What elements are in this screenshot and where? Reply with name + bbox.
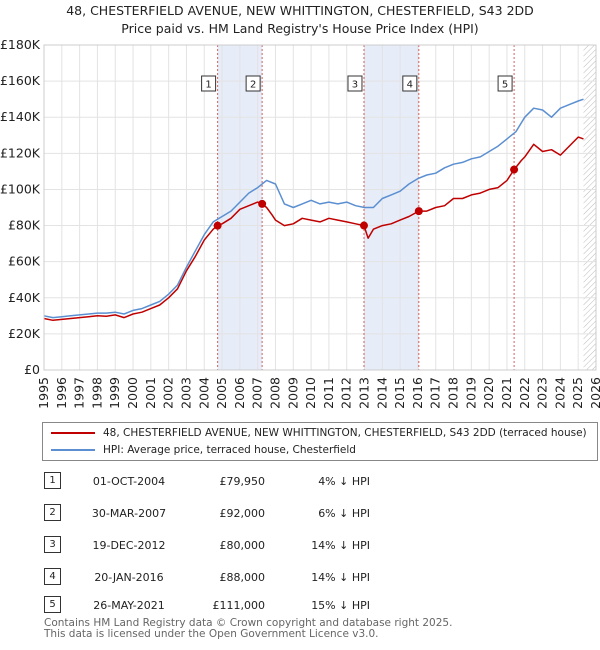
footer-copyright: Contains HM Land Registry data © Crown c… [44,617,453,629]
x-tick-label: 2001 [143,377,158,409]
x-tick-label: 1998 [89,377,104,409]
y-tick-label: £20K [8,326,41,341]
sale-price: £88,000 [219,571,266,584]
sale-marker-label: 3 [352,80,358,91]
sale-hpi-diff: 15% ↓ HPI [311,599,370,612]
sale-row: 5 26-MAY-2021 £111,000 15% ↓ HPI [0,594,600,620]
x-tick-label: 2016 [410,377,425,409]
sale-date: 20-JAN-2016 [94,571,164,584]
sale-date: 30-MAR-2007 [91,507,167,520]
sale-hpi-diff: 4% ↓ HPI [318,475,370,488]
sale-point [258,199,267,208]
sale-price: £92,000 [219,507,266,520]
x-tick-label: 2007 [250,377,265,409]
y-tick-label: £60K [8,254,41,269]
x-tick-label: 2019 [463,377,478,409]
legend-property-label: 48, CHESTERFIELD AVENUE, NEW WHITTINGTON… [103,427,587,439]
sale-marker-box [497,75,513,92]
sale-point [414,207,423,216]
x-tick-label: 2010 [303,377,318,409]
sale-marker-label: 5 [502,80,508,91]
x-tick-label: 2008 [267,377,282,409]
x-tick-label: 2017 [428,377,443,409]
sale-marker-box [245,75,261,92]
x-tick-label: 2022 [517,377,532,409]
y-tick-label: £120K [0,145,41,160]
sale-marker-label: 1 [205,80,211,91]
sale-hpi-diff: 14% ↓ HPI [311,571,370,584]
sale-marker-box [201,75,217,92]
sale-point [510,165,519,174]
x-tick-label: 2005 [214,377,229,409]
y-tick-label: £180K [0,37,41,52]
sale-point [359,221,368,230]
x-tick-label: 2026 [588,377,600,409]
x-tick-label: 2004 [196,377,211,409]
sale-number-badge: 1 [44,472,61,489]
y-tick-label: £0 [24,362,40,377]
x-tick-label: 1996 [54,377,69,409]
sale-price: £111,000 [212,599,266,612]
hpi-line [43,98,584,319]
x-tick-label: 2015 [392,377,407,409]
x-tick-label: 2006 [232,377,247,409]
plot-frame [43,44,597,371]
legend-item-property: 48, CHESTERFIELD AVENUE, NEW WHITTINGTON… [51,425,587,441]
forecast-hatch [583,45,596,370]
sale-marker-box [347,75,363,92]
sale-marker-label: 2 [250,80,256,91]
sale-price: £80,000 [219,539,266,552]
x-tick-label: 2014 [374,377,389,409]
sale-row: 3 19-DEC-2012 £80,000 14% ↓ HPI [0,534,600,560]
x-tick-label: 2023 [535,377,550,409]
y-tick-label: £100K [0,181,41,196]
x-tick-label: 2002 [161,377,176,409]
sale-date: 19-DEC-2012 [92,539,166,552]
sale-number-badge: 5 [44,596,61,613]
sale-row: 4 20-JAN-2016 £88,000 14% ↓ HPI [0,566,600,592]
sale-row: 1 01-OCT-2004 £79,950 4% ↓ HPI [0,470,600,496]
chart-subtitle: Price paid vs. HM Land Registry's House … [121,21,479,36]
sale-hpi-diff: 6% ↓ HPI [318,507,370,520]
x-tick-label: 2021 [499,377,514,409]
x-tick-label: 2025 [570,377,585,409]
x-tick-label: 2000 [125,377,140,409]
chart-title: 48, CHESTERFIELD AVENUE, NEW WHITTINGTON… [66,3,534,18]
x-tick-label: 1995 [36,377,51,409]
x-tick-label: 2011 [321,377,336,409]
legend-hpi-label: HPI: Average price, terraced house, Ches… [103,444,356,456]
price-chart: 1 2 3 4 5 £0 £20K £40K £60K £80K £100K £120K £140K £… [0,37,600,409]
sale-hpi-diff: 14% ↓ HPI [311,539,370,552]
x-tick-label: 1997 [72,377,87,409]
x-tick-label: 2012 [339,377,354,409]
chart-legend: 48, CHESTERFIELD AVENUE, NEW WHITTINGTON… [42,422,598,461]
sale-number-badge: 3 [44,536,61,553]
hpi-line-swatch [51,449,95,451]
x-tick-label: 2009 [285,377,300,409]
property-price-line [43,136,584,322]
sale-date: 26-MAY-2021 [93,599,165,612]
y-tick-label: £140K [0,109,41,124]
y-tick-label: £40K [8,290,41,305]
sale-point [213,221,222,230]
sale-marker-label: 4 [407,80,413,91]
footer-licence: This data is licensed under the Open Gov… [44,628,379,640]
y-tick-label: £80K [8,218,41,233]
footer: Contains HM Land Registry data © Crown c… [44,618,452,640]
sale-row: 2 30-MAR-2007 £92,000 6% ↓ HPI [0,502,600,528]
x-tick-label: 2020 [481,377,496,409]
property-line-swatch [51,432,95,434]
sale-date: 01-OCT-2004 [92,475,166,488]
legend-item-hpi: HPI: Average price, terraced house, Ches… [51,442,356,458]
x-tick-label: 2018 [446,377,461,409]
x-tick-label: 2013 [357,377,372,409]
sale-price: £79,950 [219,475,266,488]
sale-marker-box [402,75,418,92]
x-tick-label: 1999 [107,377,122,409]
x-tick-label: 2024 [552,377,567,409]
x-tick-label: 2003 [178,377,193,409]
y-tick-label: £160K [0,73,41,88]
sale-number-badge: 4 [44,568,61,585]
sale-number-badge: 2 [44,504,61,521]
